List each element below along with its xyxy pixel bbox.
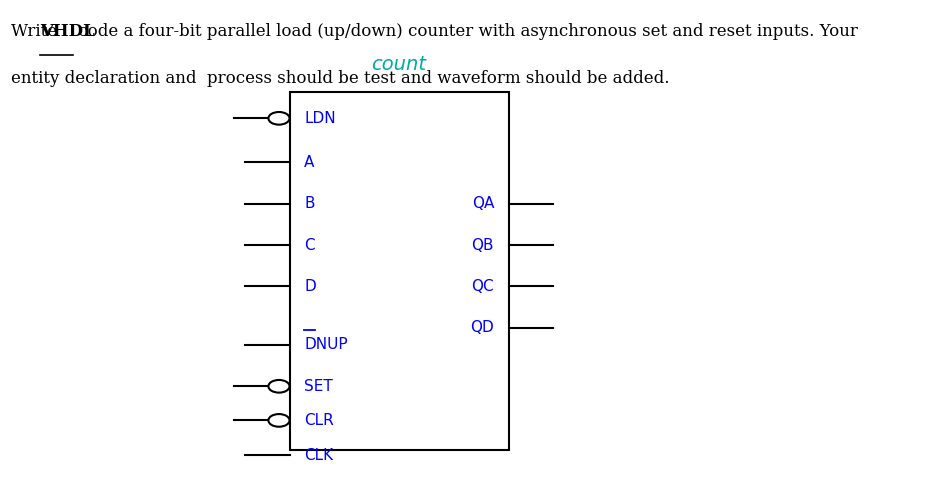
Text: Write: Write xyxy=(11,24,63,40)
Text: CLK: CLK xyxy=(304,448,333,463)
Circle shape xyxy=(268,380,289,392)
Text: count: count xyxy=(372,55,426,74)
Text: QB: QB xyxy=(471,238,493,252)
Text: DNUP: DNUP xyxy=(304,338,347,352)
Text: QC: QC xyxy=(471,279,493,294)
Text: C: C xyxy=(304,238,314,252)
Bar xyxy=(289,92,508,450)
Text: QA: QA xyxy=(471,196,493,211)
Text: QD: QD xyxy=(470,320,493,335)
Circle shape xyxy=(268,414,289,427)
Text: CLR: CLR xyxy=(304,413,333,428)
Text: SET: SET xyxy=(304,379,332,394)
Text: A: A xyxy=(304,155,314,170)
Text: B: B xyxy=(304,196,314,211)
Circle shape xyxy=(268,112,289,124)
Text: code a four-bit parallel load (up/down) counter with asynchronous set and reset : code a four-bit parallel load (up/down) … xyxy=(73,24,856,40)
Text: D: D xyxy=(304,279,315,294)
Text: entity declaration and  process should be test and waveform should be added.: entity declaration and process should be… xyxy=(11,70,669,87)
Text: LDN: LDN xyxy=(304,111,335,126)
Text: VHDL: VHDL xyxy=(40,24,95,40)
